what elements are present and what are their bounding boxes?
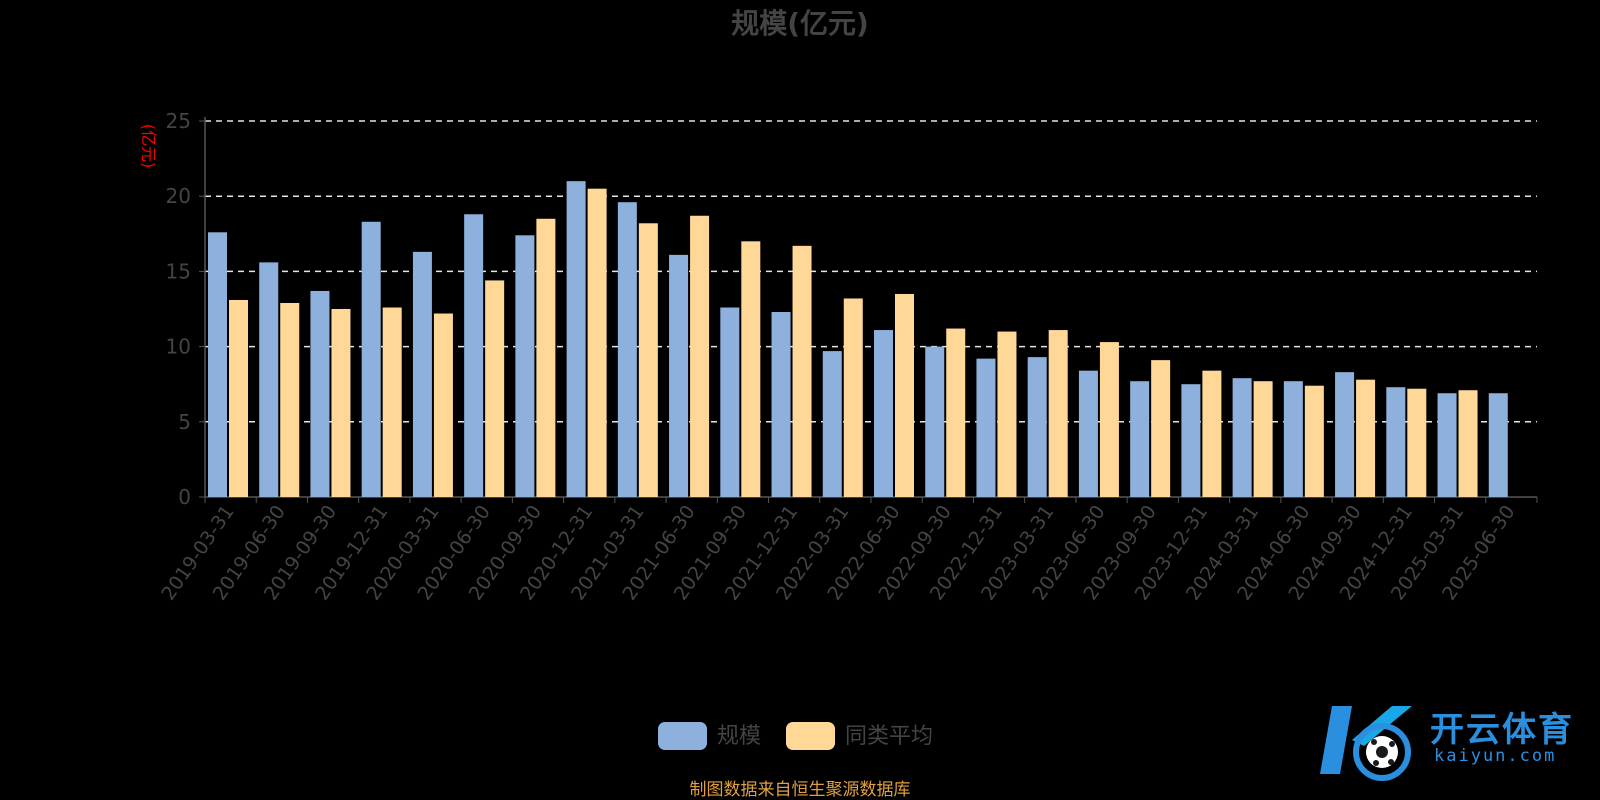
y-tick-label: 10 [166, 335, 191, 359]
bar-scale [1130, 381, 1150, 497]
bar-scale [361, 221, 381, 497]
bar-peer-average [946, 328, 966, 497]
legend-swatch [786, 722, 835, 750]
bar-peer-average [638, 223, 658, 497]
bar-scale [1386, 387, 1406, 497]
y-tick-label: 25 [166, 109, 191, 133]
bar-scale [720, 307, 740, 497]
source-note: 制图数据来自恒生聚源数据库 [690, 780, 911, 800]
bar-peer-average [741, 241, 761, 497]
y-tick-label: 5 [178, 410, 191, 434]
legend-label: 规模 [717, 724, 761, 749]
watermark-logo: 开云体育 kaiyun.com [1312, 696, 1592, 786]
bar-scale [515, 235, 535, 497]
legend-label: 同类平均 [845, 724, 933, 749]
y-tick-label: 0 [178, 485, 191, 509]
bar-peer-average [587, 188, 607, 497]
legend-swatch [658, 722, 707, 750]
bar-peer-average [1407, 388, 1427, 497]
bar-scale [1232, 378, 1252, 497]
bar-peer-average [792, 245, 812, 497]
bar-peer-average [1356, 379, 1376, 497]
bar-scale [412, 251, 432, 497]
bar-scale [464, 214, 484, 498]
bar-scale [822, 351, 842, 497]
bar-peer-average [1304, 385, 1324, 497]
y-tick-label: 20 [166, 184, 191, 208]
bar-peer-average [280, 302, 300, 497]
bar-peer-average [895, 293, 914, 497]
bar-scale [617, 202, 637, 497]
bar-peer-average [1099, 342, 1119, 497]
bar-peer-average [1151, 360, 1171, 497]
bar-peer-average [229, 299, 248, 497]
y-tick-label: 15 [166, 259, 191, 283]
bar-scale [925, 346, 945, 497]
bar-scale [874, 330, 893, 497]
bar-scale [1335, 372, 1355, 497]
chart-title: 规模(亿元) [731, 7, 869, 40]
bar-peer-average [690, 215, 710, 497]
bar-peer-average [1253, 381, 1273, 497]
watermark-name: 开云体育 [1430, 710, 1574, 750]
bar-peer-average [331, 309, 351, 497]
bar-peer-average [1458, 390, 1478, 497]
bar-scale [1078, 370, 1098, 497]
watermark-site: kaiyun.com [1434, 746, 1557, 766]
bar-peer-average [997, 331, 1017, 497]
bar-peer-average [485, 280, 505, 497]
bar-peer-average [1048, 330, 1068, 497]
bar-scale [208, 232, 227, 497]
bar-scale [669, 254, 689, 497]
bar-scale [976, 358, 996, 497]
y-axis-label: (亿元) [139, 124, 158, 169]
bar-scale [1488, 393, 1508, 497]
bar-scale [1437, 393, 1457, 497]
bar-scale [310, 290, 330, 497]
kaiyun-logo-icon [1320, 706, 1412, 781]
bar-peer-average [433, 313, 453, 497]
bar-scale [1027, 357, 1047, 497]
bar-peer-average [536, 218, 556, 497]
bar-peer-average [843, 298, 863, 497]
bar-scale [566, 181, 586, 497]
bar-scale [259, 262, 279, 497]
bar-peer-average [382, 307, 402, 497]
bar-scale [1181, 384, 1201, 497]
bar-scale [771, 312, 791, 497]
bar-scale [1283, 381, 1303, 497]
bar-peer-average [1202, 370, 1222, 497]
